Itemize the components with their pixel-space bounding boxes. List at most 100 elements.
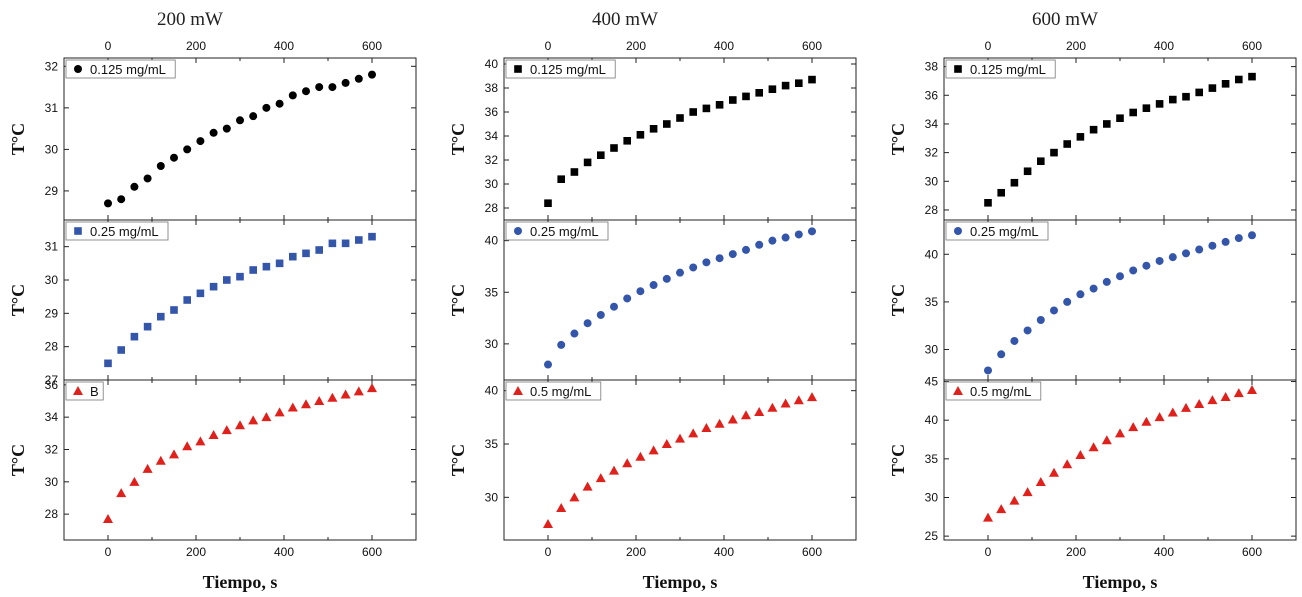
data-point <box>1076 290 1085 299</box>
data-point <box>1088 442 1099 452</box>
data-point <box>609 465 619 475</box>
data-point <box>367 383 377 393</box>
data-point <box>649 281 658 290</box>
legend-label: 0.5 mg/mL <box>530 384 591 399</box>
y-tick-label: 35 <box>925 295 939 309</box>
legend <box>65 381 104 401</box>
data-point <box>1115 428 1125 438</box>
data-point <box>1233 388 1244 398</box>
data-point <box>741 410 751 420</box>
y-tick-label: 30 <box>925 490 939 504</box>
data-point <box>780 398 791 408</box>
data-point <box>1089 284 1098 293</box>
plot-frame <box>503 219 857 381</box>
x-tick-label: 400 <box>274 545 294 559</box>
data-point <box>315 83 324 92</box>
data-point <box>714 418 725 428</box>
plot-frame <box>943 57 1297 221</box>
data-point <box>768 85 777 93</box>
data-point <box>302 249 310 258</box>
data-point <box>236 272 244 281</box>
y-tick-label: 30 <box>925 343 939 357</box>
y-tick-label: 31 <box>45 240 59 254</box>
data-point <box>557 175 565 183</box>
plot-frame <box>63 219 417 381</box>
data-point <box>183 296 191 304</box>
y-tick-label: 38 <box>925 60 939 74</box>
data-point <box>368 70 376 79</box>
panel-200mW-3: 0 200 400 600 28 30 32 34 36 T°C B <box>8 378 417 559</box>
x-tick-label: 400 <box>1154 545 1174 559</box>
data-point <box>1142 261 1151 270</box>
data-point <box>996 504 1007 514</box>
data-point <box>262 262 271 271</box>
y-tick-label: 40 <box>925 413 939 427</box>
data-point <box>1009 495 1020 505</box>
y-tick-label: 34 <box>925 117 939 131</box>
data-point <box>248 415 259 425</box>
data-point <box>1168 253 1177 262</box>
y-tick-label: 32 <box>485 153 499 167</box>
data-point <box>610 144 618 152</box>
data-point <box>130 182 139 191</box>
data-point <box>236 116 244 125</box>
legend-marker <box>953 386 963 395</box>
data-point <box>221 425 232 435</box>
legend <box>945 221 1049 241</box>
data-point <box>596 310 605 319</box>
data-point <box>1089 125 1098 134</box>
x-tick-label: 0 <box>985 545 992 559</box>
data-point <box>262 103 271 112</box>
data-point <box>595 473 606 483</box>
data-point <box>315 246 323 254</box>
y-tick-label: 25 <box>925 529 939 543</box>
y-tick-label: 35 <box>925 452 939 466</box>
data-point <box>1023 326 1032 335</box>
data-point <box>1220 392 1231 402</box>
y-tick-label: 28 <box>45 507 59 521</box>
data-point <box>742 245 750 254</box>
data-point <box>314 396 325 406</box>
data-point <box>570 168 579 176</box>
data-point <box>623 137 631 145</box>
data-point <box>183 145 192 154</box>
y-tick-label: 30 <box>925 174 939 188</box>
data-point <box>117 346 125 354</box>
y-tick-label: 40 <box>485 57 499 71</box>
data-point <box>663 120 671 128</box>
data-point <box>1128 422 1139 432</box>
data-point <box>196 289 205 298</box>
x-tick-label-top: 400 <box>714 39 734 53</box>
legend <box>505 381 602 401</box>
data-point <box>794 230 803 239</box>
data-point <box>1181 402 1191 412</box>
data-point <box>1142 104 1151 112</box>
data-point <box>742 92 750 101</box>
data-point <box>209 282 218 291</box>
data-point <box>275 259 284 268</box>
x-tick-label: 200 <box>626 545 646 559</box>
data-point <box>715 101 724 109</box>
data-point <box>1207 395 1218 405</box>
y-tick-label: 29 <box>45 306 59 320</box>
data-point <box>287 402 298 412</box>
column-title-3: 600 mW <box>1032 9 1098 30</box>
x-axis-label-1: Tiempo, s <box>203 572 278 592</box>
data-point <box>261 412 272 422</box>
y-axis-label: T°C <box>888 123 908 155</box>
data-point <box>195 436 206 446</box>
legend-label: 0.25 mg/mL <box>530 224 599 239</box>
data-point <box>117 195 126 204</box>
legend-label: 0.25 mg/mL <box>970 224 1039 239</box>
x-tick-label-top: 400 <box>1154 39 1174 53</box>
data-point <box>1208 241 1217 250</box>
data-point <box>781 81 790 90</box>
x-tick-label: 0 <box>105 545 112 559</box>
y-tick-label: 40 <box>485 234 499 248</box>
data-point <box>143 174 152 183</box>
x-tick-label-top: 200 <box>1066 39 1086 53</box>
y-tick-label: 32 <box>45 442 59 456</box>
data-point <box>701 423 712 432</box>
legend-label: 0.125 mg/mL <box>970 62 1046 77</box>
